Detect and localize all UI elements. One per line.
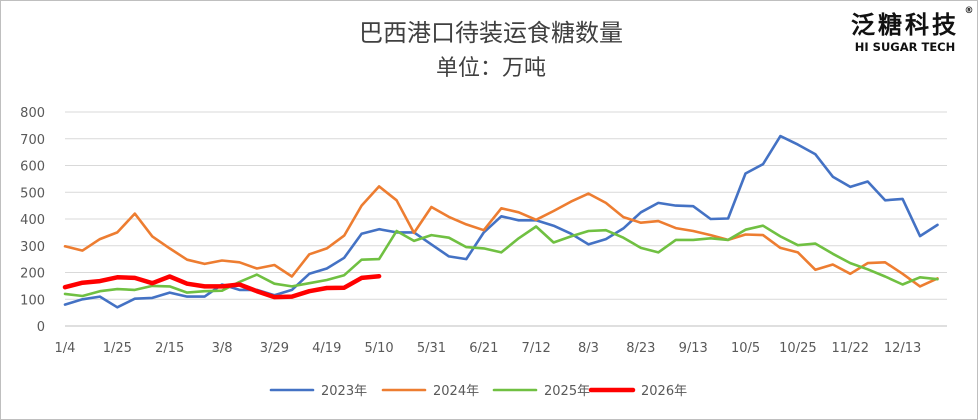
x-tick-label: 3/8 — [212, 341, 233, 356]
chart-subtitle: 单位：万吨 — [436, 56, 546, 81]
y-tick-label: 400 — [20, 213, 45, 228]
legend-label: 2023年 — [321, 384, 367, 399]
legend-label: 2026年 — [641, 384, 687, 399]
legend-label: 2025年 — [544, 384, 590, 399]
x-tick-label: 9/13 — [679, 341, 708, 356]
y-tick-label: 700 — [20, 133, 45, 148]
x-tick-label: 10/5 — [731, 341, 760, 356]
series-lines — [62, 134, 939, 309]
series-line-2023 — [63, 134, 939, 309]
y-tick-label: 500 — [20, 186, 45, 201]
chart-title: 巴西港口待装运食糖数量 — [359, 19, 623, 47]
x-tick-label: 11/22 — [832, 341, 869, 356]
y-tick-label: 600 — [20, 160, 45, 175]
x-tick-label: 5/10 — [364, 341, 393, 356]
logo-chinese-text: 泛糖科技 — [851, 11, 959, 39]
logo-registered-mark: ® — [965, 6, 974, 16]
logo-english-text: HI SUGAR TECH — [855, 40, 956, 54]
x-tick-label: 10/25 — [779, 341, 816, 356]
y-tick-label: 300 — [20, 240, 45, 255]
series-line-2025 — [63, 224, 939, 298]
x-tick-label: 12/13 — [884, 341, 921, 356]
x-tick-label: 6/21 — [469, 341, 498, 356]
x-tick-label: 1/25 — [103, 341, 132, 356]
y-tick-label: 100 — [20, 293, 45, 308]
legend-label: 2024年 — [433, 384, 479, 399]
y-axis-tick-labels: 0 100 200 300 400 500 600 700 800 — [20, 106, 45, 335]
x-tick-label: 8/3 — [578, 341, 599, 356]
grid-lines — [65, 111, 947, 300]
x-tick-label: 4/19 — [312, 341, 341, 356]
y-tick-label: 0 — [37, 320, 45, 335]
x-tick-label: 8/23 — [626, 341, 655, 356]
legend: 2023年 2024年 2025年 2026年 — [269, 384, 687, 399]
series-line-2026 — [62, 273, 382, 300]
x-tick-label: 1/4 — [55, 341, 76, 356]
y-tick-label: 800 — [20, 106, 45, 121]
x-tick-label: 5/31 — [417, 341, 446, 356]
x-tick-label: 2/15 — [155, 341, 184, 356]
x-axis-tick-labels: 1/4 1/25 2/15 3/8 3/29 4/19 5/10 5/31 6/21 7/12 8/… — [55, 341, 922, 356]
x-tick-label: 3/29 — [260, 341, 289, 356]
series-line-2024 — [63, 185, 939, 288]
hi-sugar-tech-logo: 泛糖科技 HI SUGAR TECH ® — [851, 6, 974, 54]
x-tick-label: 7/12 — [522, 341, 551, 356]
y-tick-label: 200 — [20, 267, 45, 282]
